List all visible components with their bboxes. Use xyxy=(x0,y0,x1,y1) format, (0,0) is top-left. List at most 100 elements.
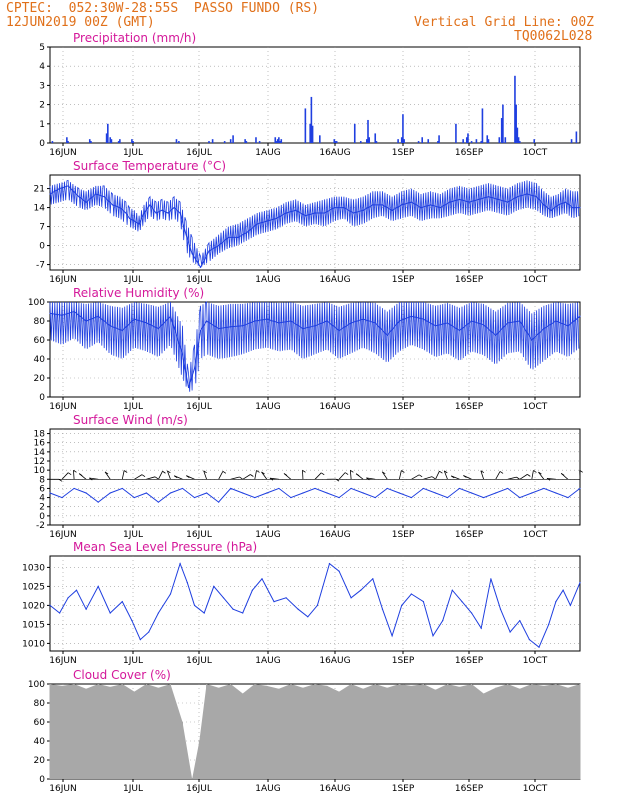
data-point xyxy=(420,206,422,209)
wind-barb xyxy=(495,471,501,480)
precip-bar xyxy=(480,141,483,143)
panel-1: Precipitation (mm/h) 0 1 2 3 4 5 16JUN 1JUL 16JUL… xyxy=(39,31,581,158)
wind-barb-flag xyxy=(104,471,109,475)
data-point xyxy=(432,635,434,637)
precip-bar xyxy=(475,139,478,143)
precip-bar xyxy=(67,141,69,143)
data-point xyxy=(109,492,111,494)
precip-bar xyxy=(533,139,536,143)
data-point xyxy=(579,582,581,584)
data-point xyxy=(186,582,188,584)
x-tick-label: 16AUG xyxy=(319,148,350,158)
precip-bar xyxy=(255,137,257,143)
y-tick-label: 0 xyxy=(39,393,45,403)
data-point xyxy=(398,492,400,494)
data-point xyxy=(495,492,497,494)
data-point xyxy=(495,334,497,336)
precip-bar xyxy=(309,123,311,143)
series-line xyxy=(49,185,580,269)
wind-barb-flag xyxy=(431,476,436,479)
data-point xyxy=(557,204,559,206)
data-point xyxy=(410,201,412,203)
data-point xyxy=(181,353,184,355)
y-tick-label: 40 xyxy=(34,355,46,365)
precip-bar xyxy=(278,137,280,143)
wind-barb-flag xyxy=(538,471,542,475)
wind-barb-flag xyxy=(533,470,537,473)
data-point xyxy=(218,244,220,247)
data-point xyxy=(112,204,114,206)
x-tick-label: 16SEP xyxy=(455,530,484,540)
data-point xyxy=(193,367,196,370)
x-tick-label: 1AUG xyxy=(255,784,280,794)
data-point xyxy=(458,487,461,490)
data-point xyxy=(391,635,393,637)
data-point xyxy=(232,608,234,610)
data-point xyxy=(205,320,208,322)
wind-barb-flag xyxy=(222,471,227,474)
precip-bar xyxy=(119,139,121,143)
precip-bar xyxy=(66,137,68,143)
data-point xyxy=(49,312,51,314)
precip-bar xyxy=(211,139,214,143)
data-point xyxy=(119,206,121,209)
data-point xyxy=(328,563,331,565)
y-tick-label: 40 xyxy=(34,737,46,747)
wind-barb-flag xyxy=(186,475,190,478)
data-point xyxy=(285,212,287,214)
data-point xyxy=(254,496,256,499)
data-point xyxy=(157,328,160,330)
wind-barb-flag xyxy=(344,472,349,475)
data-point xyxy=(350,597,352,599)
wind-barb xyxy=(314,472,322,480)
x-tick-label: 16JUL xyxy=(186,148,212,158)
wind-barb-flag xyxy=(355,473,360,477)
x-tick-label: 1OCT xyxy=(523,402,548,412)
y-tick-label: 2 xyxy=(39,101,45,111)
data-point xyxy=(410,315,412,317)
y-tick-label: 18 xyxy=(34,430,46,440)
data-point xyxy=(193,604,196,607)
data-point xyxy=(75,589,78,591)
precip-bar xyxy=(353,123,356,143)
y-tick-label: 1010 xyxy=(22,639,45,649)
wind-barb-flag xyxy=(382,471,386,475)
data-point xyxy=(470,612,473,614)
data-point xyxy=(97,315,99,317)
panel-title: Relative Humidity (%) xyxy=(73,286,204,300)
data-point xyxy=(121,329,123,332)
data-point xyxy=(314,325,316,327)
data-point xyxy=(326,492,328,494)
x-tick-label: 16SEP xyxy=(455,656,484,666)
data-point xyxy=(572,206,574,209)
wind-barb xyxy=(61,472,69,480)
data-point xyxy=(555,601,557,603)
run-date: 12JUN2019 00Z (GMT) xyxy=(6,15,155,30)
precip-bar xyxy=(244,139,246,143)
y-tick-label: 0 xyxy=(39,139,45,149)
precip-bar xyxy=(397,139,399,143)
data-point xyxy=(133,318,135,320)
wind-barb xyxy=(480,470,485,480)
wind-barb-flag xyxy=(173,475,178,479)
y-tick-label: 1015 xyxy=(22,620,45,630)
precip-bar xyxy=(335,141,338,143)
wind-barb-flag xyxy=(579,469,583,473)
wind-barb-flag xyxy=(261,471,265,475)
wind-barb-flag xyxy=(239,476,243,480)
x-tick-label: 1SEP xyxy=(392,148,415,158)
series-oscillation xyxy=(49,301,580,392)
wind-barb xyxy=(73,470,75,480)
data-point xyxy=(446,496,449,499)
data-point xyxy=(251,589,253,591)
data-point xyxy=(78,196,80,198)
precip-bar xyxy=(417,141,420,143)
y-tick-label: 7 xyxy=(39,223,45,233)
y-tick-label: 16 xyxy=(34,439,46,449)
data-point xyxy=(360,589,362,591)
wind-barb-flag xyxy=(283,473,288,476)
data-point xyxy=(193,496,196,499)
y-tick-label: 6 xyxy=(39,484,45,494)
x-tick-label: 16SEP xyxy=(455,148,484,158)
